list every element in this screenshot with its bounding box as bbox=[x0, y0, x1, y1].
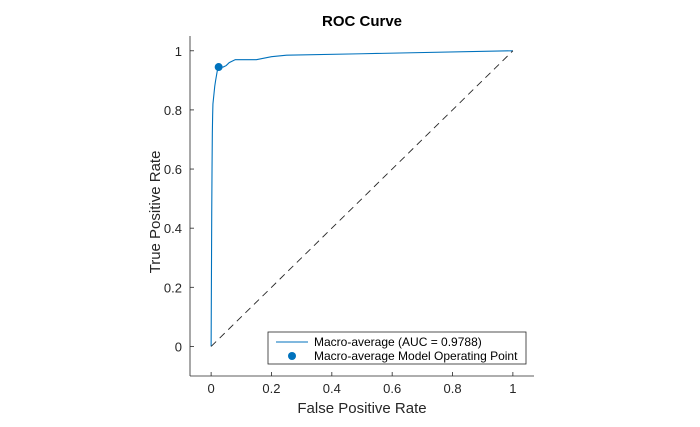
x-tick-label: 0.8 bbox=[443, 381, 461, 396]
y-tick-label: 0 bbox=[175, 339, 182, 354]
legend-entry-auc: Macro-average (AUC = 0.9788) bbox=[314, 335, 482, 349]
legend-marker-swatch bbox=[288, 352, 296, 360]
y-tick-label: 0.2 bbox=[164, 280, 182, 295]
x-tick-label: 0.2 bbox=[262, 381, 280, 396]
legend-entry-operating-point: Macro-average Model Operating Point bbox=[314, 349, 518, 363]
x-tick-label: 0.4 bbox=[323, 381, 341, 396]
y-tick-label: 0.4 bbox=[164, 221, 182, 236]
x-tick-label: 1 bbox=[509, 381, 516, 396]
legend-box bbox=[267, 331, 527, 365]
chart-title: ROC Curve bbox=[322, 13, 402, 30]
chance-diagonal-line bbox=[210, 50, 514, 347]
x-tick-label: 0 bbox=[208, 381, 215, 396]
axes: 0 0.2 0.4 0.6 0.8 1 0 0.2 0.4 0.6 0.8 1 bbox=[164, 36, 534, 396]
y-tick-label: 0.8 bbox=[164, 103, 182, 118]
operating-point-marker bbox=[214, 63, 223, 72]
y-axis-label: True Positive Rate bbox=[147, 151, 164, 274]
plot-area bbox=[210, 50, 514, 347]
x-tick-label: 0.6 bbox=[383, 381, 401, 396]
legend: Macro-average (AUC = 0.9788) Macro-avera… bbox=[267, 331, 527, 365]
y-tick-label: 1 bbox=[175, 44, 182, 59]
x-axis-label: False Positive Rate bbox=[297, 400, 426, 417]
y-tick-label: 0.6 bbox=[164, 162, 182, 177]
